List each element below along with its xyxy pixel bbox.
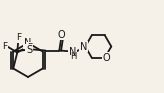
Text: F: F <box>16 33 21 42</box>
Text: S: S <box>26 44 32 54</box>
Text: N: N <box>80 41 87 52</box>
Text: O: O <box>103 53 111 63</box>
Text: F: F <box>2 42 7 51</box>
Text: O: O <box>57 29 65 40</box>
Text: F: F <box>27 43 32 52</box>
Text: N: N <box>24 38 32 48</box>
Text: N: N <box>69 46 76 57</box>
Text: H: H <box>70 52 76 61</box>
